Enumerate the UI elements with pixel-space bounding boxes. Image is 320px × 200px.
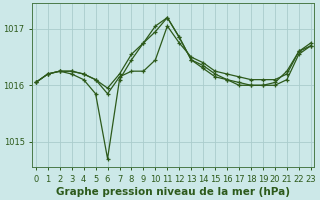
X-axis label: Graphe pression niveau de la mer (hPa): Graphe pression niveau de la mer (hPa)	[56, 187, 290, 197]
